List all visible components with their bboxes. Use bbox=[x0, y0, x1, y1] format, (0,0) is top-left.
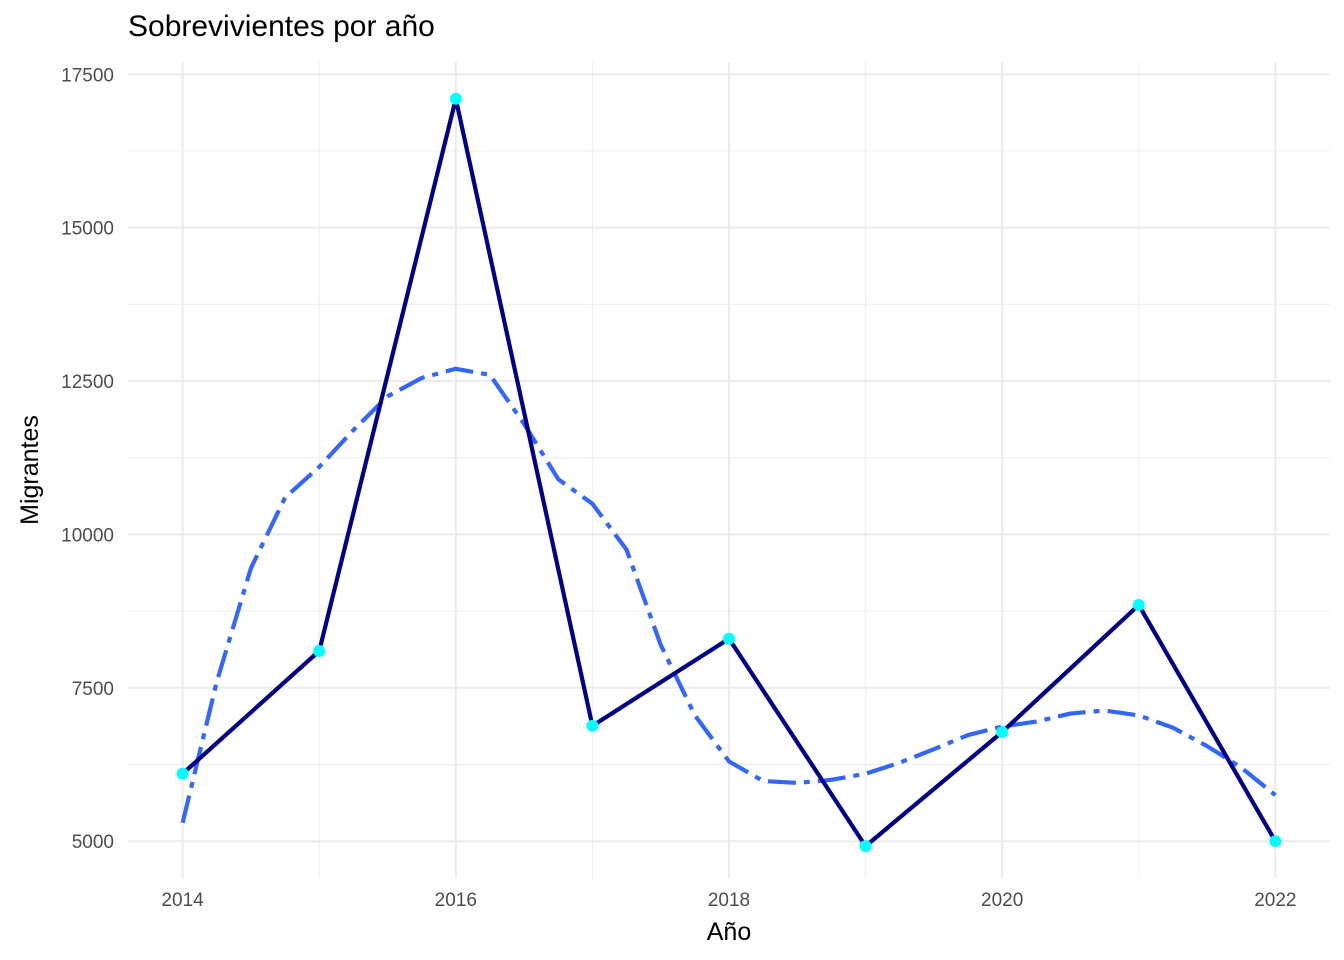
data-point bbox=[176, 767, 189, 780]
data-point bbox=[996, 725, 1009, 738]
y-tick-label: 10000 bbox=[61, 525, 114, 546]
y-tick-label: 17500 bbox=[61, 65, 114, 86]
y-tick-label: 15000 bbox=[61, 219, 114, 240]
x-tick-label: 2020 bbox=[981, 890, 1023, 911]
y-tick-labels: 5000 7500 10000 12500 15000 17500 bbox=[61, 65, 114, 853]
data-point bbox=[1132, 598, 1145, 611]
trend-layer bbox=[180, 366, 1277, 824]
x-tick-label: 2014 bbox=[161, 890, 204, 911]
trend-line bbox=[180, 366, 1277, 824]
series-points-layer bbox=[176, 92, 1282, 853]
chart-title: Sobrevivientes por año bbox=[128, 10, 435, 43]
y-tick-label: 12500 bbox=[61, 372, 114, 393]
data-point bbox=[723, 632, 735, 645]
major-gridlines bbox=[128, 62, 1330, 878]
x-axis-title: Año bbox=[707, 918, 751, 946]
x-tick-label: 2016 bbox=[435, 890, 477, 911]
x-tick-label: 2018 bbox=[708, 890, 750, 911]
y-tick-label: 7500 bbox=[72, 679, 114, 700]
data-point bbox=[449, 92, 462, 105]
data-point bbox=[313, 644, 326, 657]
y-tick-label: 5000 bbox=[72, 832, 114, 853]
data-point bbox=[586, 719, 599, 732]
x-tick-label: 2022 bbox=[1254, 890, 1296, 911]
data-point bbox=[1269, 835, 1282, 848]
x-tick-labels: 2014 2016 2018 2020 2022 bbox=[161, 890, 1296, 911]
y-axis-title: Migrantes bbox=[16, 415, 44, 525]
data-point bbox=[859, 840, 872, 853]
